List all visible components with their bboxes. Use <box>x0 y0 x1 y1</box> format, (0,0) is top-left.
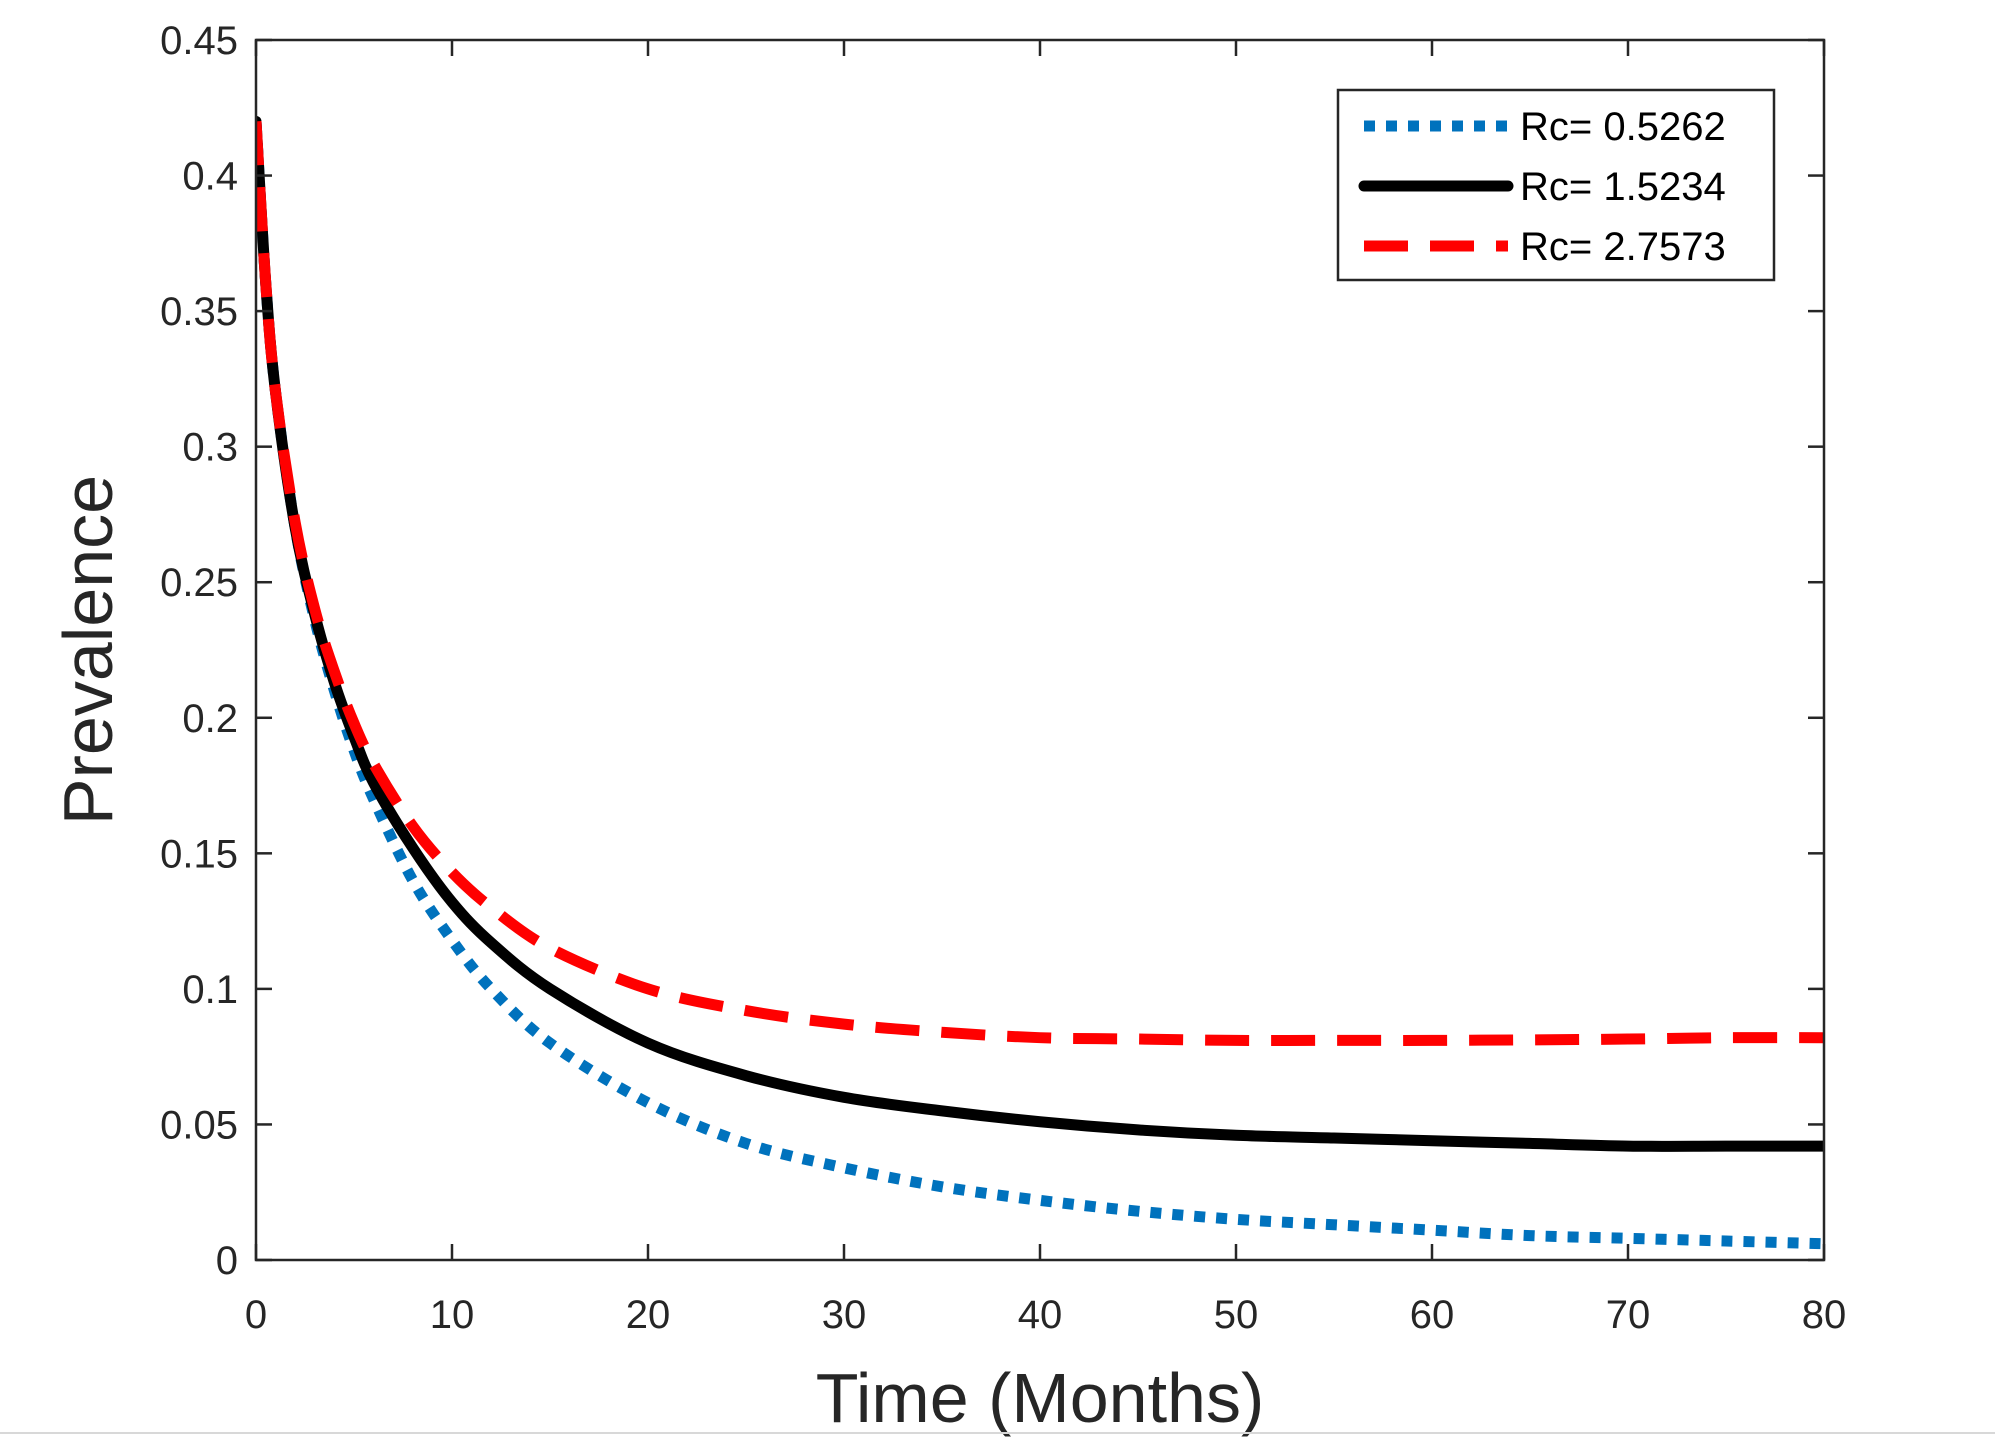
x-axis-title: Time (Months) <box>816 1359 1265 1437</box>
y-tick-label: 0.45 <box>160 19 238 63</box>
y-tick-label: 0.25 <box>160 561 238 605</box>
legend: Rc= 0.5262 Rc= 1.5234 Rc= 2.7573 <box>1336 88 1776 282</box>
legend-label-2: Rc= 1.5234 <box>1520 165 1726 209</box>
y-axis-title: Prevalence <box>49 475 127 825</box>
series-line-2 <box>256 115 1824 1152</box>
x-tick-label: 0 <box>245 1293 267 1337</box>
x-tick-label: 20 <box>626 1293 671 1337</box>
x-tick-label: 80 <box>1802 1293 1847 1337</box>
y-tick-label: 0.15 <box>160 832 238 876</box>
x-tick-label: 10 <box>430 1293 475 1337</box>
legend-label-3: Rc= 2.7573 <box>1520 225 1726 269</box>
legend-label-1: Rc= 0.5262 <box>1520 105 1726 149</box>
y-tick-label: 0.05 <box>160 1103 238 1147</box>
x-tick-label: 70 <box>1606 1293 1651 1337</box>
bottom-rule <box>0 1432 1995 1434</box>
y-tick-label: 0.35 <box>160 290 238 334</box>
x-tick-label: 50 <box>1214 1293 1259 1337</box>
x-tick-label: 60 <box>1410 1293 1455 1337</box>
y-tick-label: 0.3 <box>182 426 238 470</box>
y-tick-label: 0 <box>216 1239 238 1283</box>
x-tick-label: 30 <box>822 1293 867 1337</box>
series-line-3 <box>256 121 1824 1047</box>
y-tick-label: 0.1 <box>182 968 238 1012</box>
x-tick-label: 40 <box>1018 1293 1063 1337</box>
y-tick-label: 0.2 <box>182 697 238 741</box>
y-tick-label: 0.4 <box>182 155 238 199</box>
